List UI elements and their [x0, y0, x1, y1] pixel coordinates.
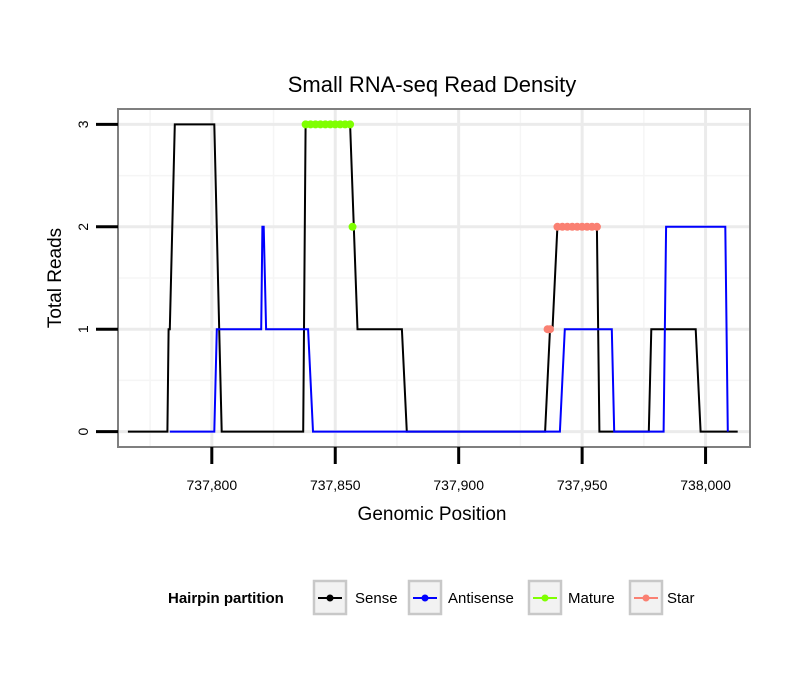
- legend-label-sense: Sense: [355, 590, 398, 607]
- x-tick-label: 737,850: [310, 477, 361, 493]
- y-axis-title: Total Reads: [45, 228, 66, 328]
- x-tick-label: 737,950: [557, 477, 608, 493]
- y-tick-label: 3: [75, 120, 91, 128]
- chart-title: Small RNA-seq Read Density: [288, 72, 577, 97]
- legend-point-sense: [326, 594, 334, 602]
- y-tick-label: 2: [75, 223, 91, 231]
- point-star: [592, 222, 601, 231]
- legend: Hairpin partition Sense Antisense Mature St…: [168, 579, 695, 616]
- legend-point-antisense: [421, 594, 429, 602]
- legend-label-star: Star: [667, 590, 695, 607]
- x-axis-title: Genomic Position: [358, 504, 507, 525]
- axis-ticks: 737,800 737,850 737,900 737,950 738,000 0 1 2 3: [75, 120, 731, 493]
- point-mature: [348, 222, 357, 231]
- series-line-antisense: [169, 225, 729, 433]
- x-tick-label: 738,000: [680, 477, 731, 493]
- y-tick-label: 1: [75, 325, 91, 333]
- point-mature: [346, 120, 355, 129]
- legend-title: Hairpin partition: [168, 590, 284, 607]
- legend-point-mature: [541, 594, 549, 602]
- x-tick-label: 737,800: [187, 477, 238, 493]
- legend-point-star: [642, 594, 650, 602]
- plot-border: [117, 108, 751, 448]
- legend-label-antisense: Antisense: [448, 590, 514, 607]
- y-tick-label: 0: [75, 428, 91, 436]
- grid: [118, 109, 750, 447]
- series-layer: [127, 120, 738, 433]
- legend-label-mature: Mature: [568, 590, 615, 607]
- point-star: [546, 325, 555, 334]
- x-tick-label: 737,900: [433, 477, 484, 493]
